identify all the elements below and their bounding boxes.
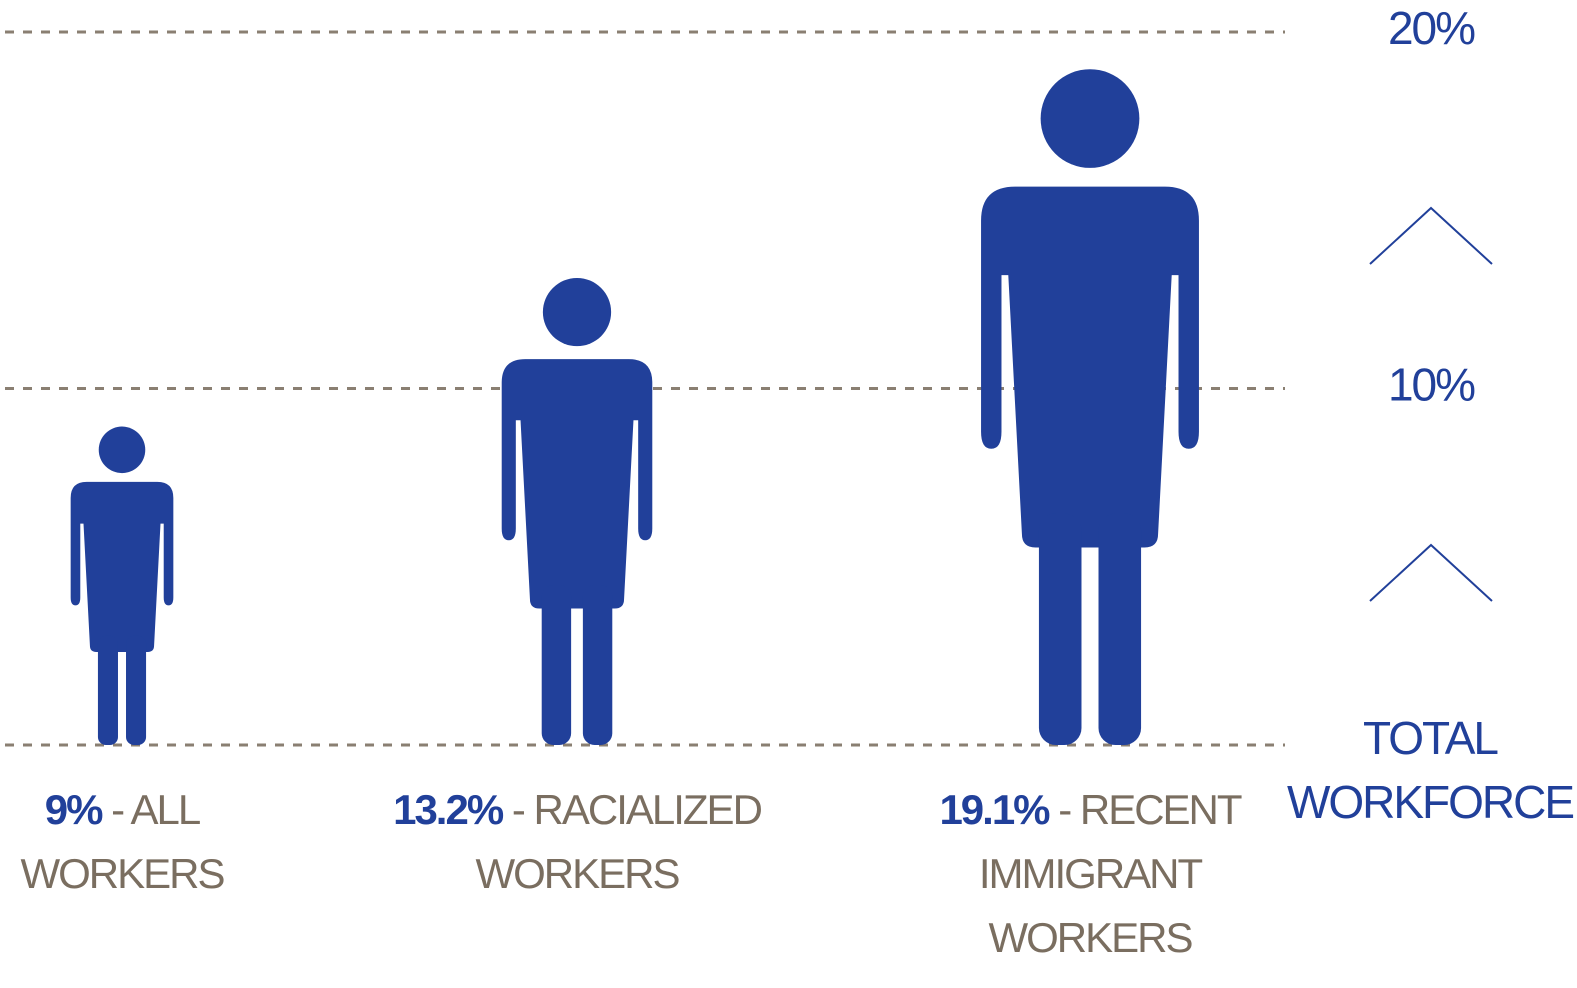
chevron bbox=[1369, 543, 1493, 602]
y-tick-label: 10% bbox=[1388, 359, 1475, 411]
data-label: 13.2% bbox=[393, 786, 504, 833]
category-name: RACIALIZED WORKERS bbox=[475, 786, 762, 897]
data-label: 9% bbox=[44, 786, 104, 833]
chevron bbox=[1369, 206, 1493, 265]
figure-leg bbox=[97, 635, 118, 745]
figure-leg bbox=[582, 585, 613, 745]
person-figure bbox=[501, 277, 653, 745]
figure-head bbox=[542, 277, 612, 347]
data-label: 19.1% bbox=[939, 786, 1050, 833]
figure-leg bbox=[1038, 513, 1082, 745]
figure-leg bbox=[1098, 513, 1142, 745]
category-name: RECENT IMMIGRANT WORKERS bbox=[978, 786, 1243, 961]
figure-body bbox=[501, 359, 653, 609]
category-label: 13.2% - RACIALIZED WORKERS bbox=[393, 786, 763, 897]
category-name: ALL WORKERS bbox=[20, 786, 225, 897]
figure-head bbox=[98, 426, 146, 474]
figure-body bbox=[70, 481, 174, 652]
category-label: 19.1% - RECENT IMMIGRANT WORKERS bbox=[939, 786, 1243, 961]
figure-leg bbox=[541, 585, 572, 745]
category-label: 9% - ALL WORKERS bbox=[20, 786, 225, 897]
figure-body bbox=[981, 186, 1199, 548]
figure-head bbox=[1040, 69, 1140, 168]
person-figure bbox=[981, 69, 1199, 745]
y-tick-label: 20% bbox=[1388, 2, 1475, 54]
axis-label: TOTAL WORKFORCE bbox=[1286, 712, 1575, 828]
person-figure bbox=[70, 426, 174, 745]
figure-leg bbox=[126, 635, 147, 745]
